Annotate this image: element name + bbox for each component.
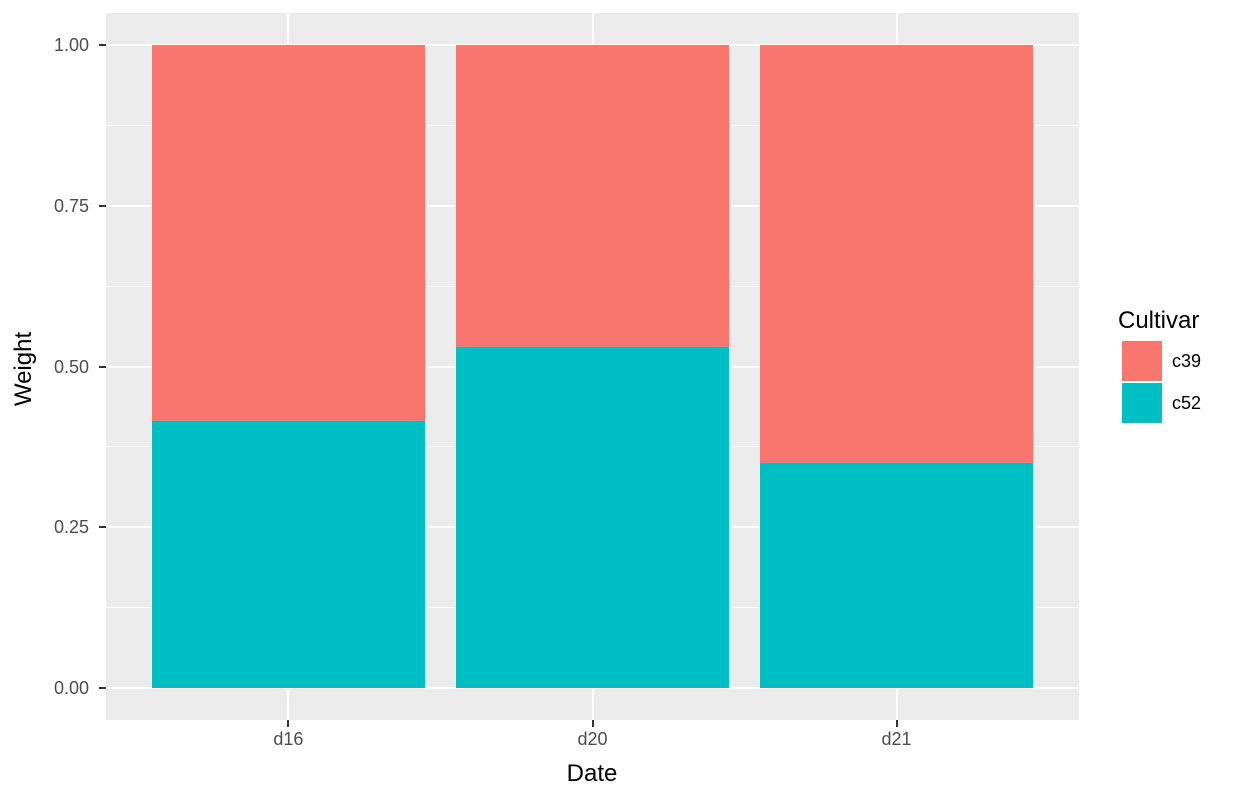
y-tick-label: 0.25	[53, 517, 89, 538]
legend-key-c52	[1122, 383, 1162, 423]
y-tick-label: 1.00	[53, 35, 89, 55]
legend-key-c39	[1122, 341, 1162, 381]
bar-segment-c52-d16	[151, 421, 426, 688]
y-tick-mark	[99, 44, 106, 46]
bar-segment-c39-d16	[151, 45, 426, 422]
legend-title: Cultivar	[1118, 307, 1200, 334]
y-tick-mark	[99, 687, 106, 689]
x-tick-mark	[895, 720, 898, 727]
bar-segment-c52-d20	[455, 347, 730, 688]
x-axis-title: Date	[566, 760, 618, 787]
bar-segment-c39-d20	[455, 45, 730, 348]
y-tick-mark	[99, 365, 106, 368]
x-tick-label: d20	[577, 729, 608, 749]
y-tick-mark	[99, 526, 106, 529]
y-tick-label: 0.75	[53, 195, 89, 216]
y-tick-mark	[99, 204, 106, 207]
bar-segment-c39-d21	[759, 45, 1034, 463]
x-tick-mark	[287, 720, 290, 727]
y-tick-label: 0.50	[53, 356, 89, 377]
x-tick-label: d21	[881, 729, 912, 749]
x-tick-mark	[591, 720, 594, 727]
y-tick-label: 0.00	[53, 678, 89, 698]
bar-segment-c52-d21	[759, 462, 1034, 688]
legend-label-c52: c52	[1172, 393, 1202, 413]
x-tick-label: d16	[273, 729, 304, 749]
legend-label-c39: c39	[1172, 351, 1202, 371]
